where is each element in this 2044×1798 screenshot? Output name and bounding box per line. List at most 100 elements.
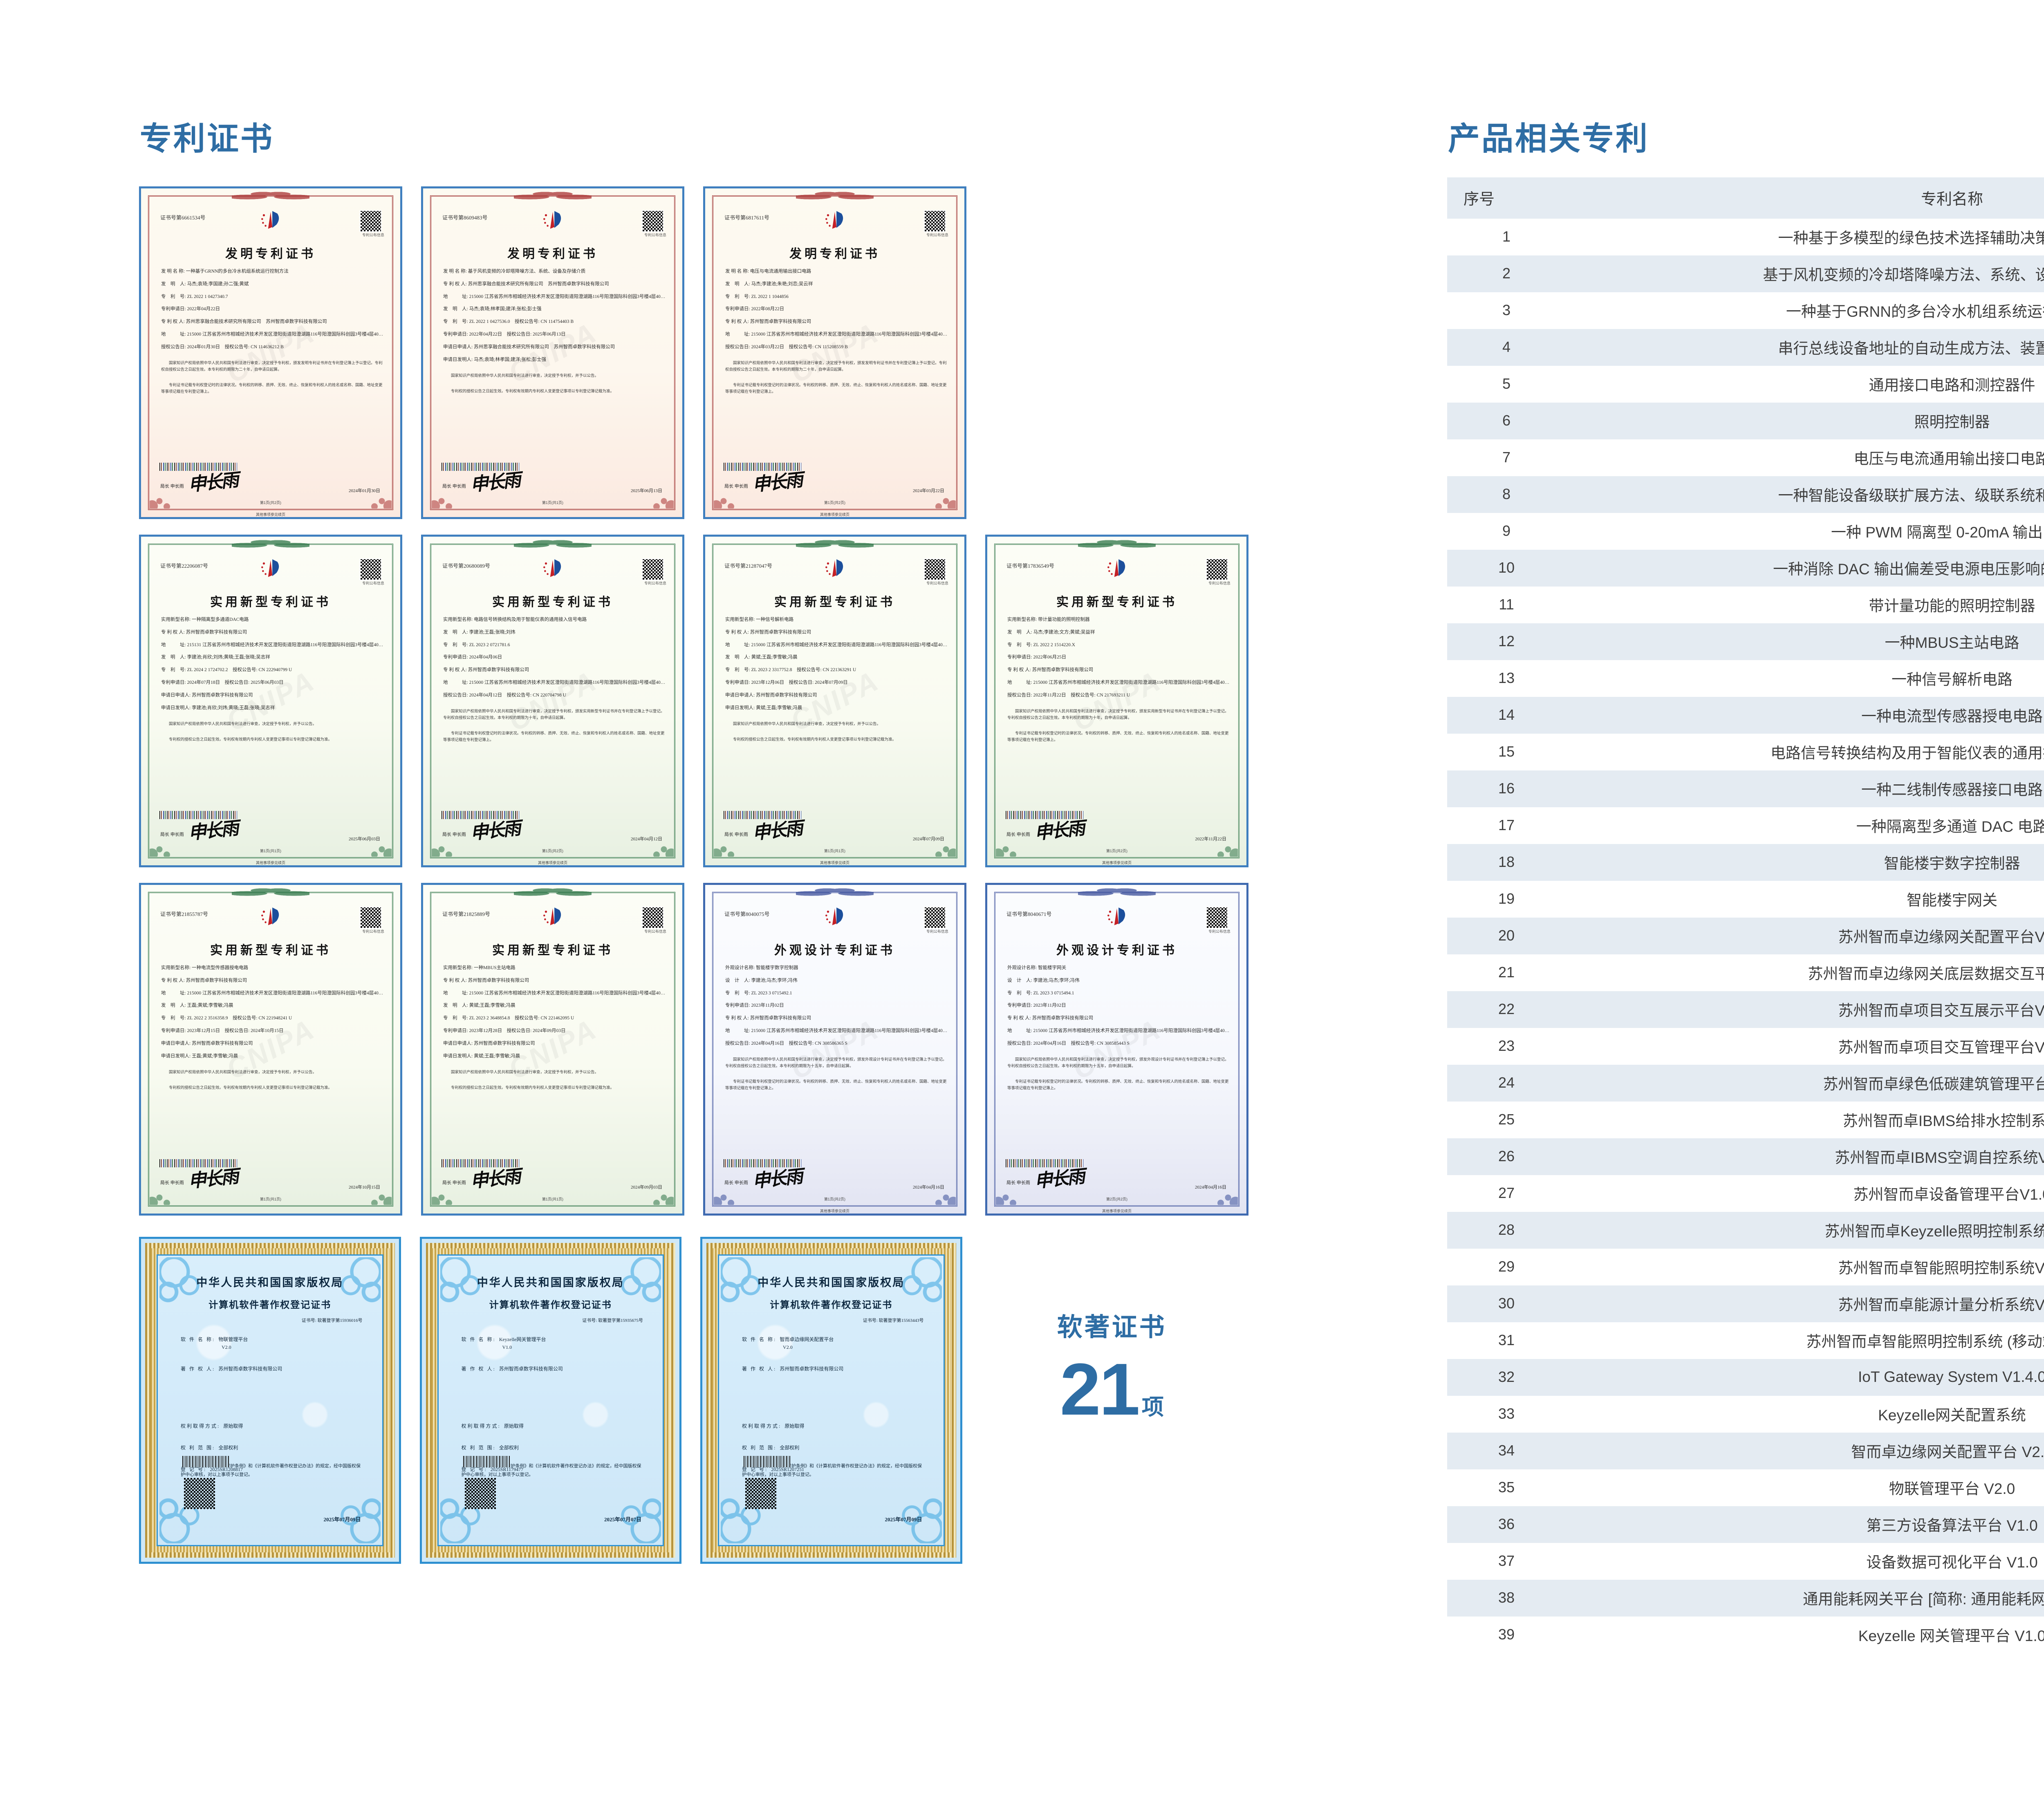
- qr-caption: 专利公布信息: [926, 581, 948, 585]
- software-name-label: 软 件 名 称:: [742, 1337, 777, 1342]
- corner-ornament-icon: [649, 484, 674, 508]
- certificate-slot[interactable]: CNIPA 证书号第21825889号 专利公布信息 实用新型专利证书 实用新型…: [421, 883, 684, 1216]
- certificate-card-utility[interactable]: CNIPA 证书号第22206087号 专利公布信息 实用新型专利证书 实用新型…: [139, 535, 402, 867]
- patent-name-cell: 一种电流型传感器授电电路: [1566, 697, 2044, 734]
- registration-number-label: 登 记 号:: [181, 1466, 207, 1472]
- certificate-paragraph: 国家知识产权局依照中华人民共和国专利法进行审查，决定授予专利权，并予以公告。: [451, 1070, 599, 1075]
- qr-code-icon[interactable]: [360, 907, 382, 929]
- certificate-footnote: 其他事项参见续页: [1102, 1209, 1132, 1213]
- corner-ornament-icon: [649, 832, 674, 857]
- qr-code-icon[interactable]: [464, 1478, 496, 1509]
- certificate-field: 发 明 人: 马杰;袁琦;林孝国;建洋;张松;彭士强: [443, 307, 542, 312]
- certificate-slot[interactable]: CNIPA 证书号第20680089号 专利公布信息 实用新型专利证书 实用新型…: [421, 535, 684, 867]
- table-row: 13一种信号解析电路实用新型: [1447, 660, 2044, 697]
- qr-code-icon[interactable]: [1206, 907, 1228, 929]
- certificate-card-utility[interactable]: CNIPA 证书号第21287047号 专利公布信息 实用新型专利证书 实用新型…: [703, 535, 966, 867]
- page-title-product-patents: 产品相关专利: [1448, 121, 1650, 157]
- patent-index-cell: 12: [1447, 623, 1566, 660]
- certificate-field: 发 明 人: 马杰;李建池;文方;黄斌;吴益祥: [1007, 629, 1095, 635]
- software-version-value: V2.0: [222, 1344, 231, 1350]
- certificate-field: 专 利 权 人: 苏州智而卓数字科技有限公司: [161, 978, 247, 983]
- certificate-slot[interactable]: CNIPA 证书号第21855787号 专利公布信息 实用新型专利证书 实用新型…: [139, 883, 402, 1216]
- patent-name-cell: 带计量功能的照明控制器: [1869, 598, 2035, 614]
- corner-ornament-icon: [714, 484, 738, 508]
- certificate-card-invention[interactable]: CNIPA 证书号第8609483号 专利公布信息 发明专利证书 发 明 名 称…: [421, 186, 684, 519]
- certificate-field: 专 利 号: ZL 2023 2 0721781.6: [443, 642, 510, 647]
- certificate-field: 发 明 人: 黄斌;王磊;李雪敏;冯晨: [443, 1003, 515, 1008]
- certificate-field: 地 址: 215131 江苏省苏州市相城经济技术开发区澄阳街道阳澄湖路116号阳…: [161, 642, 383, 647]
- certificate-slot[interactable]: CNIPA 证书号第8609483号 专利公布信息 发明专利证书 发 明 名 称…: [421, 186, 684, 519]
- barcode-icon: [724, 811, 801, 819]
- certificate-field: 专 利 号: ZL 2022 1 0427340.7: [161, 294, 228, 299]
- certificate-field: 申请日申请人: 苏州智而卓数字科技有限公司: [443, 1041, 535, 1046]
- certificate-fields: 发 明 名 称: 电压与电流通用输出接口电路 发 明 人: 马杰;李建池;朱艳;…: [725, 268, 948, 395]
- qr-code-icon[interactable]: [1206, 558, 1228, 580]
- corner-ornament-icon: [649, 1180, 674, 1205]
- patent-index-cell: 20: [1447, 918, 1566, 954]
- patent-name-cell: 苏州智而卓绿色低碳建筑管理平台V1.0: [1566, 1065, 2044, 1102]
- certificate-fields: 实用新型名称: 一种MBUS主站电路 专 利 权 人: 苏州智而卓数字科技有限公…: [443, 965, 666, 1091]
- certificate-footnote: 其他事项参见续页: [820, 1209, 849, 1213]
- qr-code-icon[interactable]: [745, 1478, 777, 1509]
- barcode-icon: [182, 1456, 229, 1467]
- software-name-field: 软 件 名 称: 智而卓边缘网关配置平台 V2.0: [742, 1336, 924, 1351]
- certificate-paragraph: 专利权的授权公告之日起生效。专利权有效期内专利权人变更登记事项以专利登记簿记载为…: [733, 737, 896, 742]
- certificate-field: 专利申请日: 2022年06月25日: [1007, 655, 1067, 660]
- certificate-card-utility[interactable]: CNIPA 证书号第21825889号 专利公布信息 实用新型专利证书 实用新型…: [421, 883, 684, 1216]
- certificate-card-design[interactable]: CNIPA 证书号第8040075号 专利公布信息 外观设计专利证书 外观设计名…: [703, 883, 966, 1216]
- certificate-paragraph: 国家知识产权局依照中华人民共和国专利法进行审查，决定授予专利权，并予以公告。: [169, 1070, 317, 1075]
- certificate-card-invention[interactable]: CNIPA 证书号第6661534号 专利公布信息 发明专利证书 发 明 名 称…: [139, 186, 402, 519]
- certificate-card-utility[interactable]: CNIPA 证书号第17836549号 专利公布信息 实用新型专利证书 实用新型…: [985, 535, 1248, 867]
- certificate-slot[interactable]: CNIPA 证书号第6661534号 专利公布信息 发明专利证书 发 明 名 称…: [139, 186, 402, 519]
- patent-name-cell: 物联管理平台 V2.0: [1889, 1480, 2015, 1497]
- certificate-field: 专利申请日: 2023年12月15日 授权公告日: 2024年10月15日: [161, 1028, 284, 1034]
- certificate-title: 外观设计专利证书: [1056, 944, 1177, 957]
- qr-code-icon[interactable]: [184, 1478, 215, 1509]
- certificate-slot[interactable]: CNIPA 证书号第21287047号 专利公布信息 实用新型专利证书 实用新型…: [703, 535, 966, 867]
- certificate-field: 地 址: 215000 江苏省苏州市相城经济技术开发区澄阳街道阳澄湖路116号阳…: [1007, 1028, 1230, 1034]
- owner-field: 著 作 权 人: 苏州智而卓数字科技有限公司: [462, 1365, 643, 1373]
- cnipa-emblem-icon: [825, 211, 843, 229]
- corner-ornament-icon: [150, 832, 174, 857]
- certificate-field: 地 址: 215000 江苏省苏州市相城经济技术开发区澄阳街道阳澄湖路116号阳…: [443, 294, 666, 299]
- software-copyright-certificate[interactable]: 中华人民共和国国家版权局 计算机软件著作权登记证书 证书号: 软著登字第1593…: [419, 1237, 682, 1564]
- patent-index-cell: 39: [1498, 1626, 1515, 1643]
- certificate-field: 专 利 权 人: 苏州智而卓数字科技有限公司: [1007, 1016, 1094, 1021]
- certificate-slot[interactable]: CNIPA 证书号第8040075号 专利公布信息 外观设计专利证书 外观设计名…: [703, 883, 966, 1216]
- director-signature: 申长雨: [751, 1166, 802, 1192]
- certificate-field: 地 址: 215000 江苏省苏州市相城经济技术开发区澄阳街道阳澄湖路116号阳…: [443, 990, 666, 996]
- qr-code-icon[interactable]: [642, 558, 664, 580]
- certificate-card-invention[interactable]: CNIPA 证书号第6817611号 专利公布信息 发明专利证书 发 明 名 称…: [703, 186, 966, 519]
- certificate-card-utility[interactable]: CNIPA 证书号第21855787号 专利公布信息 实用新型专利证书 实用新型…: [139, 883, 402, 1216]
- qr-code-icon[interactable]: [924, 558, 946, 580]
- certificate-paragraph: 专利证书记载专利权登记时的法律状况。专利权的转移、质押、无效、终止、恢复和专利权…: [725, 1079, 947, 1091]
- qr-code-icon[interactable]: [642, 907, 664, 929]
- barcode-icon: [1006, 1159, 1083, 1167]
- certificate-slot[interactable]: CNIPA 证书号第17836549号 专利公布信息 实用新型专利证书 实用新型…: [985, 535, 1248, 867]
- director-signature: 申长雨: [469, 1166, 520, 1192]
- qr-code-icon[interactable]: [642, 210, 664, 232]
- software-copyright-certificate[interactable]: 中华人民共和国国家版权局 计算机软件著作权登记证书 证书号: 软著登字第1593…: [139, 1237, 401, 1564]
- software-copyright-certificate[interactable]: 中华人民共和国国家版权局 计算机软件著作权登记证书 证书号: 软著登字第1556…: [700, 1237, 962, 1564]
- software-certificate-fields: 软 件 名 称: Keyzelle网关管理平台 V1.0 著 作 权 人: 苏州智而…: [462, 1336, 643, 1487]
- qr-code-icon[interactable]: [924, 907, 946, 929]
- certificate-card-design[interactable]: CNIPA 证书号第8040671号 专利公布信息 外观设计专利证书 外观设计名…: [985, 883, 1248, 1216]
- certificate-card-utility[interactable]: CNIPA 证书号第20680089号 专利公布信息 实用新型专利证书 实用新型…: [421, 535, 684, 867]
- certificate-field: 专 利 号: ZL 2023 2 3648854.8 授权公告号: CN 221…: [443, 1016, 574, 1021]
- patent-index-cell: 32: [1447, 1359, 1566, 1396]
- certificate-slot[interactable]: CNIPA 证书号第22206087号 专利公布信息 实用新型专利证书 实用新型…: [139, 535, 402, 867]
- issue-date: 2025年07月09日: [885, 1516, 922, 1523]
- certificate-slot[interactable]: CNIPA 证书号第6817611号 专利公布信息 发明专利证书 发 明 名 称…: [703, 186, 966, 519]
- certificate-slot[interactable]: CNIPA 证书号第8040671号 专利公布信息 外观设计专利证书 外观设计名…: [985, 883, 1248, 1216]
- qr-code-icon[interactable]: [360, 210, 382, 232]
- registration-number-value: 2025SR1179477: [490, 1466, 524, 1472]
- certificate-field: 授权公告日: 2022年11月22日 授权公告号: CN 217693211 U: [1007, 692, 1130, 698]
- certificate-field: 地 址: 215000 江苏省苏州市相城经济技术开发区澄阳街道阳澄湖路116号阳…: [725, 642, 948, 647]
- patent-name-cell: 苏州智而卓边缘网关底层数据交互平台V1.0: [1808, 965, 2044, 982]
- qr-code-icon[interactable]: [924, 210, 946, 232]
- qr-code-icon[interactable]: [360, 558, 382, 580]
- certificate-field: 地 址: 215000 江苏省苏州市相城经济技术开发区澄阳街道阳澄湖路116号阳…: [161, 332, 383, 337]
